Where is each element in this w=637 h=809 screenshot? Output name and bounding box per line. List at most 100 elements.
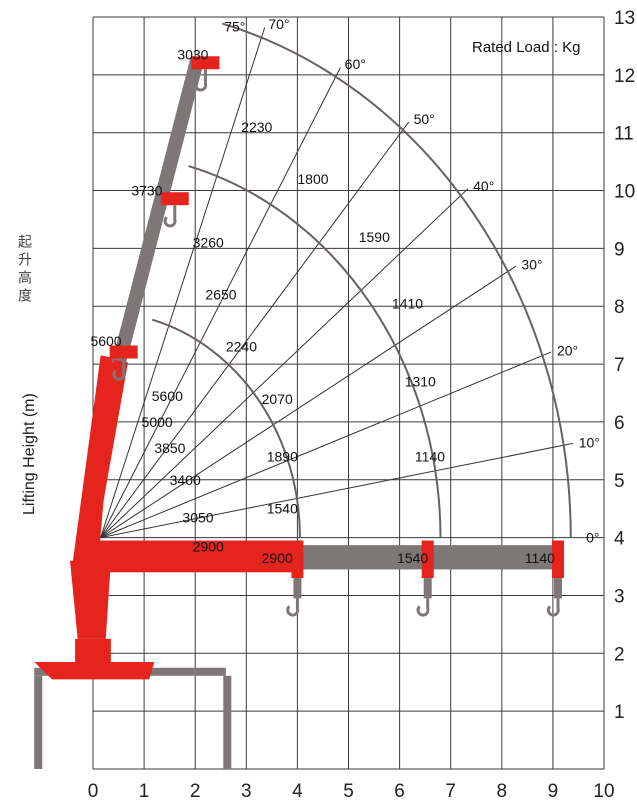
angle-ray (100, 67, 341, 538)
x-tick-label: 0 (88, 781, 99, 802)
x-tick-label: 5 (343, 781, 354, 802)
load-value: 1310 (405, 373, 436, 389)
angle-ray (100, 442, 574, 539)
grid (92, 16, 605, 770)
y-tick-label: 4 (614, 529, 625, 550)
y-tick-label: 9 (614, 239, 625, 260)
angle-ray (100, 27, 266, 538)
hook-block (423, 578, 432, 599)
boom-joint (552, 540, 565, 579)
y-tick-label: 8 (614, 297, 625, 318)
x-tick-label: 8 (497, 781, 508, 802)
load-value: 3730 (131, 183, 162, 199)
x-tick-label: 3 (241, 781, 252, 802)
hook-icon (416, 598, 430, 617)
crane-illustration (34, 55, 565, 769)
column-base (75, 638, 111, 662)
hook-block (293, 578, 302, 599)
load-value: 5600 (90, 333, 121, 349)
angle-ray (100, 351, 552, 539)
load-value: 1590 (359, 229, 390, 245)
boom-head (109, 345, 138, 359)
angle-ray (100, 121, 410, 538)
hook-icon (286, 598, 300, 617)
y-tick-label: 2 (614, 644, 625, 665)
load-value: 1890 (267, 449, 298, 465)
boom-head (191, 56, 220, 70)
boom-joint (291, 540, 304, 579)
angle-label: 50° (414, 111, 435, 127)
x-tick-label: 4 (292, 781, 303, 802)
load-value: 2240 (226, 339, 257, 355)
load-value: 2900 (193, 538, 224, 554)
load-value: 1410 (392, 295, 423, 311)
y-tick-label: 3 (614, 586, 625, 607)
load-value: 2650 (205, 287, 236, 303)
y-tick-label: 6 (614, 413, 625, 434)
base-plate (34, 661, 155, 680)
load-value: 3030 (177, 47, 208, 63)
load-value: 2070 (262, 391, 293, 407)
angle-label: 0° (586, 530, 599, 546)
y-axis-label-zh: 起升高度 (16, 234, 32, 306)
boom-joint (421, 540, 434, 579)
legend-rated-load: Rated Load : Kg (472, 39, 580, 56)
x-tick-label: 9 (548, 781, 559, 802)
load-value: 1140 (525, 550, 555, 566)
y-tick-label: 1 (614, 702, 625, 723)
column (70, 560, 111, 639)
x-tick-label: 10 (593, 781, 614, 802)
angle-label: 40° (473, 178, 494, 194)
x-tick-label: 2 (190, 781, 201, 802)
x-tick-label: 6 (394, 781, 405, 802)
angle-label: 70° (268, 16, 289, 32)
y-tick-label: 5 (614, 471, 625, 492)
y-tick-label: 11 (614, 124, 634, 145)
angle-label: 30° (521, 256, 542, 272)
load-value: 3050 (182, 509, 213, 525)
boom-head (160, 192, 189, 206)
telescopic-boom (111, 55, 205, 366)
radius-arcs (151, 22, 572, 538)
x-tick-label: 7 (445, 781, 456, 802)
load-value: 1540 (267, 501, 298, 517)
load-value: 1140 (415, 449, 445, 465)
radius-arc (151, 318, 301, 538)
load-value: 1540 (397, 550, 428, 566)
radius-arc (188, 165, 442, 538)
base-frame-leg-right (223, 675, 232, 769)
angle-label: 60° (345, 56, 366, 72)
hook-block (554, 578, 563, 599)
y-tick-label: 10 (614, 182, 635, 203)
load-value: 5600 (152, 388, 183, 404)
y-tick-label: 13 (614, 8, 635, 29)
y-axis-label-en: Lifting Height (m) (21, 393, 38, 515)
load-value: 2230 (241, 119, 272, 135)
load-value: 3400 (170, 472, 201, 488)
base-frame-leg-left (34, 675, 43, 769)
y-tick-label: 12 (614, 66, 635, 87)
load-value: 3260 (193, 235, 224, 251)
x-tick-label: 1 (139, 781, 150, 802)
hook-icon (546, 598, 560, 617)
hook-icon (112, 358, 126, 381)
boom-base (80, 359, 128, 551)
main-boom-upright (72, 355, 116, 564)
load-value: 2900 (262, 550, 293, 566)
angle-ray (100, 265, 517, 539)
y-tick-label: 7 (614, 355, 625, 376)
angle-ray (100, 188, 469, 538)
radius-arc (222, 22, 572, 538)
load-value: 5000 (142, 414, 173, 430)
hook-icon (163, 205, 177, 228)
angle-label: 10° (579, 435, 600, 451)
boom-section-1 (82, 540, 298, 573)
load-value: 3850 (154, 440, 185, 456)
angle-label: 20° (557, 343, 578, 359)
angle-rays (100, 27, 574, 539)
load-value: 1800 (297, 171, 328, 187)
hook-icon (194, 69, 208, 92)
angle-label: 75° (224, 18, 245, 34)
